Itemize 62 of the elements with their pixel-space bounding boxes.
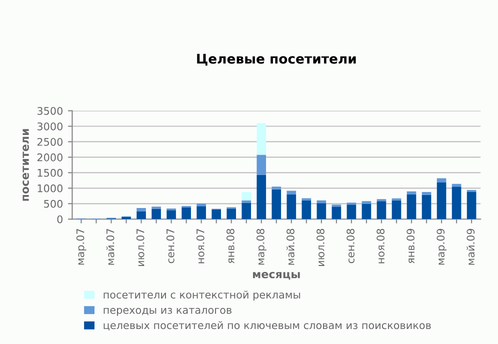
bar bbox=[302, 200, 312, 220]
x-tick-label: ноя.07 bbox=[196, 229, 204, 264]
bar bbox=[182, 207, 191, 220]
bar bbox=[242, 202, 252, 220]
bar bbox=[166, 210, 176, 220]
bar bbox=[196, 204, 206, 206]
bar bbox=[122, 216, 131, 220]
x-tick-label: янв.09 bbox=[406, 228, 415, 264]
bar bbox=[406, 194, 416, 220]
bar bbox=[272, 189, 282, 220]
y-tick-label: 1000 bbox=[38, 184, 62, 192]
bar bbox=[212, 209, 221, 220]
x-tick-label: май.08 bbox=[286, 228, 294, 265]
x-tick-label: сен.08 bbox=[346, 228, 354, 264]
bar bbox=[226, 208, 236, 220]
y-axis-title: посетители bbox=[22, 129, 29, 201]
bar bbox=[332, 206, 342, 220]
legend-label: целевых посетителей по ключевым словам из поисковиков bbox=[104, 321, 431, 330]
bar bbox=[242, 192, 252, 200]
x-tick-label: июл.07 bbox=[136, 229, 144, 266]
x-tick-label: мар.07 bbox=[76, 229, 86, 265]
bar bbox=[346, 204, 356, 220]
bar bbox=[376, 201, 386, 220]
bar bbox=[436, 178, 446, 182]
bar bbox=[256, 154, 266, 175]
bar bbox=[152, 208, 161, 220]
bar bbox=[136, 208, 146, 212]
bar bbox=[286, 194, 296, 220]
y-tick-label: 0 bbox=[57, 215, 62, 224]
bar bbox=[422, 194, 432, 220]
bar bbox=[136, 212, 146, 220]
bar bbox=[436, 182, 446, 220]
y-tick-label: 500 bbox=[44, 200, 62, 208]
bar bbox=[286, 190, 296, 194]
legend-label: переходы из каталогов bbox=[104, 308, 232, 316]
bar bbox=[422, 192, 432, 195]
chart-title: Целевые посетители bbox=[197, 54, 356, 66]
y-tick-label: 3000 bbox=[37, 122, 62, 130]
bar bbox=[272, 186, 282, 190]
bar bbox=[392, 200, 402, 220]
y-tick-label: 2000 bbox=[37, 153, 62, 162]
y-tick-label: 1500 bbox=[38, 168, 62, 177]
bar bbox=[466, 192, 476, 220]
bar bbox=[452, 186, 462, 220]
bar bbox=[256, 174, 266, 220]
y-tick-label: 2500 bbox=[37, 138, 62, 146]
bar bbox=[362, 204, 372, 220]
x-tick-label: мар.08 bbox=[256, 228, 266, 265]
bar bbox=[196, 206, 206, 220]
x-axis-title: месяцы bbox=[253, 272, 300, 280]
y-tick-label: 3500 bbox=[37, 106, 62, 115]
x-tick-label: май.07 bbox=[106, 229, 114, 265]
x-tick-label: янв.08 bbox=[226, 228, 234, 264]
x-tick-label: июл.08 bbox=[316, 228, 324, 266]
x-tick-label: ноя.08 bbox=[376, 228, 385, 264]
bar bbox=[362, 201, 372, 204]
x-tick-label: сен.07 bbox=[166, 229, 174, 264]
bar bbox=[316, 203, 326, 220]
bar bbox=[256, 123, 266, 155]
x-tick-label: май.09 bbox=[466, 228, 475, 265]
legend-label: посетители с контекстной рекламы bbox=[104, 290, 300, 301]
x-tick-label: мар.09 bbox=[436, 228, 447, 265]
